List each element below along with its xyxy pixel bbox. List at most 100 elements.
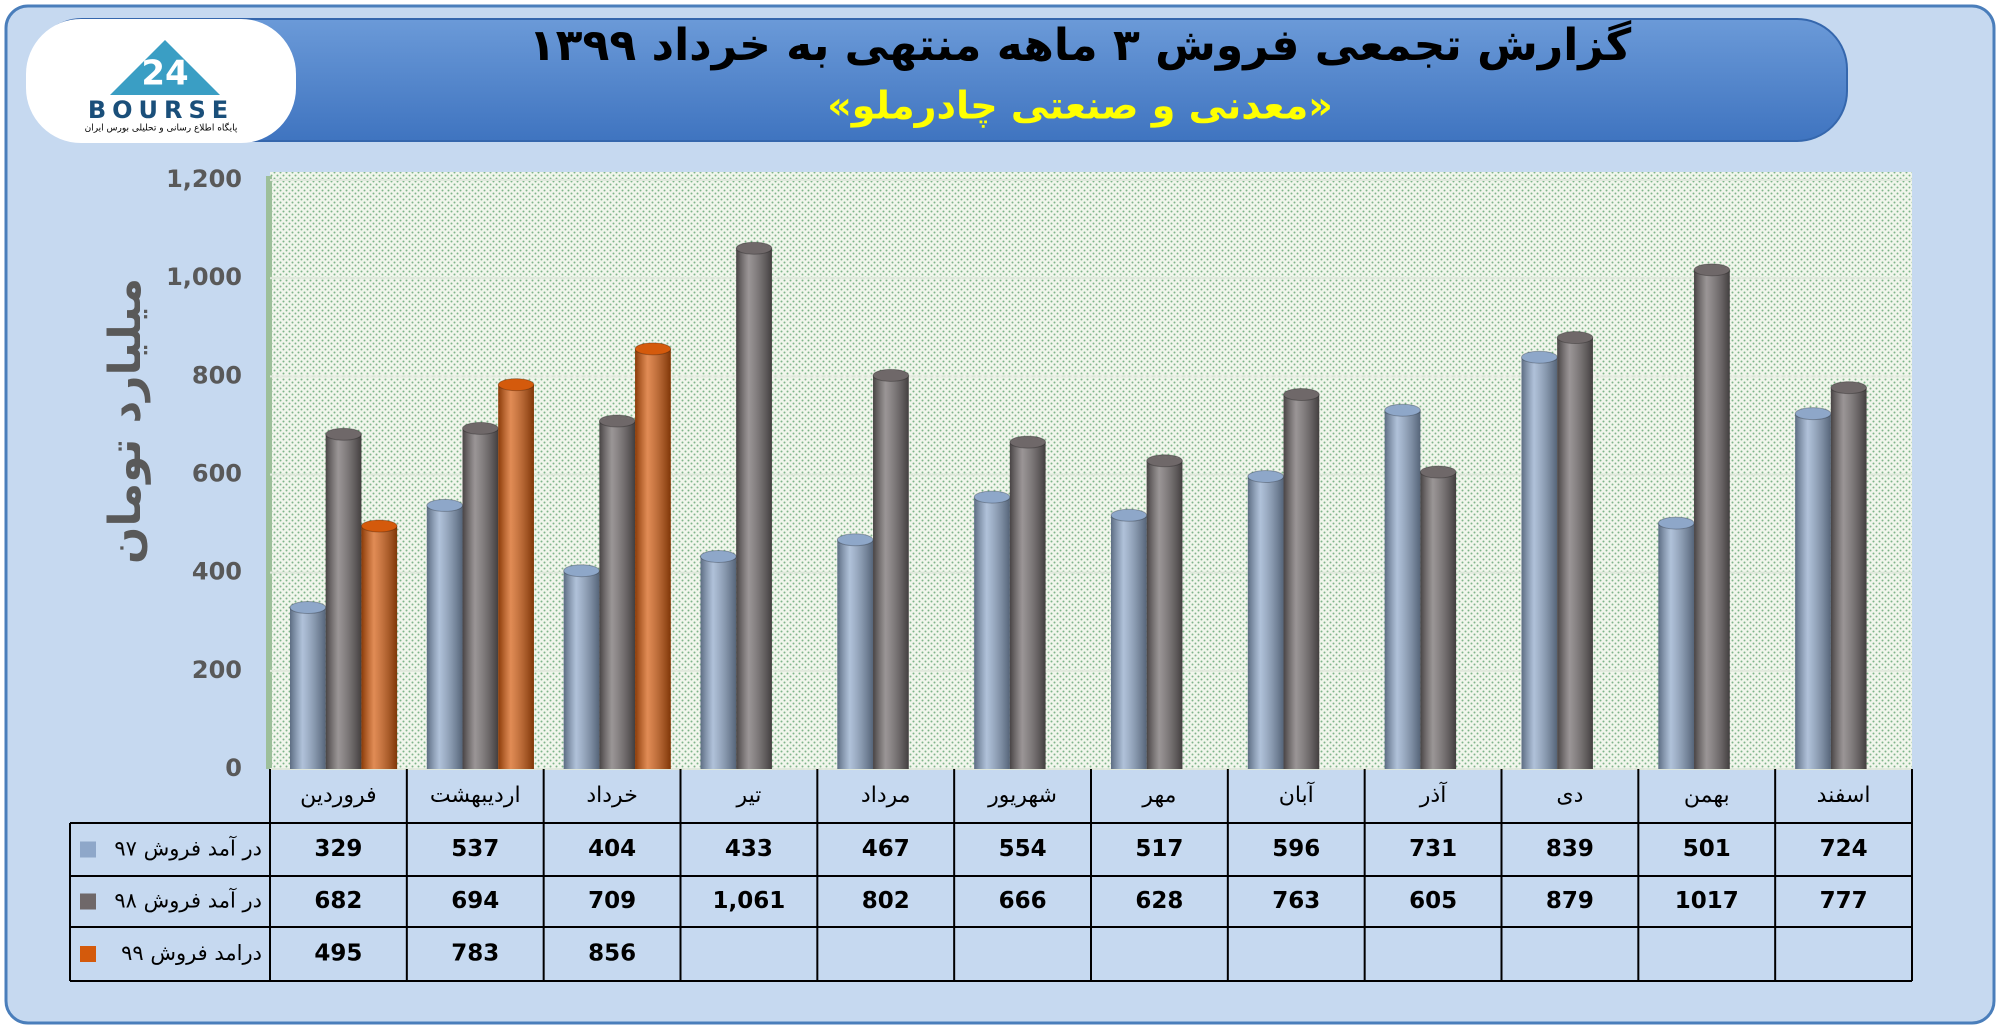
y-tick-label: 0	[225, 754, 242, 782]
bar-cap	[497, 378, 535, 392]
bar-cap	[735, 241, 773, 255]
y-tick-label: 800	[192, 361, 242, 389]
y-tick-label: 600	[192, 460, 242, 488]
x-tick-label: اردیبهشت	[430, 783, 521, 808]
bar-shade	[1384, 410, 1421, 769]
bar-cap	[462, 421, 499, 435]
bar-cap	[563, 564, 600, 578]
x-tick-label: دی	[1556, 783, 1583, 808]
table-value: 501	[1683, 836, 1731, 862]
bar-shade	[599, 420, 636, 769]
table-value: 694	[451, 888, 499, 914]
table-value: 404	[588, 836, 636, 862]
bar-shade	[736, 248, 772, 769]
bar-shade	[498, 384, 534, 769]
bar-shade	[563, 570, 600, 769]
table-value: 329	[314, 836, 362, 862]
bar-shade	[1009, 442, 1046, 769]
bar-cap	[872, 368, 910, 382]
bar-cap	[426, 498, 464, 512]
table-value: 839	[1546, 836, 1594, 862]
logo-shape	[110, 40, 220, 95]
bar-shade	[1658, 523, 1695, 769]
bar-shade	[873, 375, 909, 769]
table-value: 666	[999, 888, 1047, 914]
legend-label: درامد فروش ۹۹	[121, 941, 262, 965]
bar-cap	[1556, 331, 1594, 345]
bar-cap	[836, 533, 874, 547]
table-value: 433	[725, 836, 773, 862]
y-axis-title: میلیارد تومان	[100, 278, 151, 564]
y-tick-label: 1,200	[166, 165, 242, 193]
chart-subtitle: «معدنی و صنعتی چادرملو»	[827, 84, 1333, 129]
bar-cap	[1146, 454, 1183, 468]
bar-shade	[635, 348, 671, 769]
bar-cap	[700, 549, 737, 563]
bar-shade	[1283, 394, 1320, 769]
y-tick-label: 1,000	[166, 263, 242, 291]
x-tick-label: اسفند	[1817, 783, 1871, 808]
bar-shade	[1830, 387, 1867, 769]
table-value: 879	[1546, 888, 1594, 914]
bar-cap	[1009, 435, 1047, 449]
x-tick-label: خرداد	[586, 783, 637, 808]
x-tick-label: آذر	[1419, 781, 1447, 808]
chart-title: گزارش تجمعی فروش ۳ ماهه منتهی به خرداد ۱…	[529, 19, 1632, 71]
bar-cap	[1247, 469, 1285, 483]
logo-number: 24	[141, 54, 188, 94]
bar-cap	[289, 601, 327, 615]
bar-shade	[837, 539, 874, 769]
table-value: 628	[1135, 888, 1183, 914]
bar-shade	[426, 505, 463, 769]
legend-label: در آمد فروش ۹۸	[114, 888, 262, 913]
y-tick-label: 200	[192, 656, 242, 684]
bar-shade	[974, 497, 1010, 769]
table-value: 554	[999, 836, 1047, 862]
table-value: 537	[451, 836, 499, 862]
bar-shade	[325, 434, 362, 769]
table-value: 605	[1409, 888, 1457, 914]
bar-cap	[1830, 381, 1868, 395]
table-value: 467	[862, 836, 910, 862]
bar-cap	[360, 519, 398, 533]
bar-cap	[598, 414, 636, 428]
legend-marker	[80, 893, 96, 910]
bar-cap	[1384, 403, 1421, 417]
bar-cap	[1657, 516, 1695, 530]
bar-cap	[1521, 350, 1558, 364]
x-tick-label: آبان	[1279, 781, 1315, 808]
bar-cap	[1110, 508, 1148, 522]
table-value: 682	[314, 888, 362, 914]
y-tick-label: 400	[192, 558, 242, 586]
table-value: 724	[1820, 836, 1868, 862]
bar-shade	[1247, 476, 1284, 769]
logo-text: BOURSE	[88, 96, 234, 124]
bar-cap	[1283, 387, 1320, 401]
logo-caption: پایگاه اطلاع رسانی و تحلیلی بورس ایران	[85, 122, 238, 134]
x-tick-label: فروردین	[300, 783, 377, 808]
bar-shade	[1521, 357, 1558, 769]
plot-area	[270, 172, 1912, 769]
bar-cap	[1693, 263, 1731, 277]
bar-cap	[1794, 407, 1832, 421]
table-value: 783	[451, 941, 499, 967]
bar-shade	[1146, 460, 1183, 769]
bar-cap	[973, 490, 1011, 504]
bar-shade	[462, 428, 499, 769]
table-value: 517	[1135, 836, 1183, 862]
table-value: 763	[1272, 888, 1320, 914]
table-value: 856	[588, 941, 636, 967]
logo: 24 BOURSE پایگاه اطلاع رسانی و تحلیلی بو…	[26, 19, 296, 143]
bar-shade	[700, 556, 737, 769]
bar-shade	[1420, 472, 1457, 769]
bar-shade	[1694, 269, 1730, 769]
table-value: 802	[862, 888, 910, 914]
legend-marker	[80, 841, 96, 858]
x-tick-label: بهمن	[1684, 783, 1730, 808]
bar-shade	[290, 607, 326, 769]
x-tick-label: مهر	[1141, 783, 1176, 808]
legend-marker	[80, 946, 96, 962]
table-value: 731	[1409, 836, 1457, 862]
